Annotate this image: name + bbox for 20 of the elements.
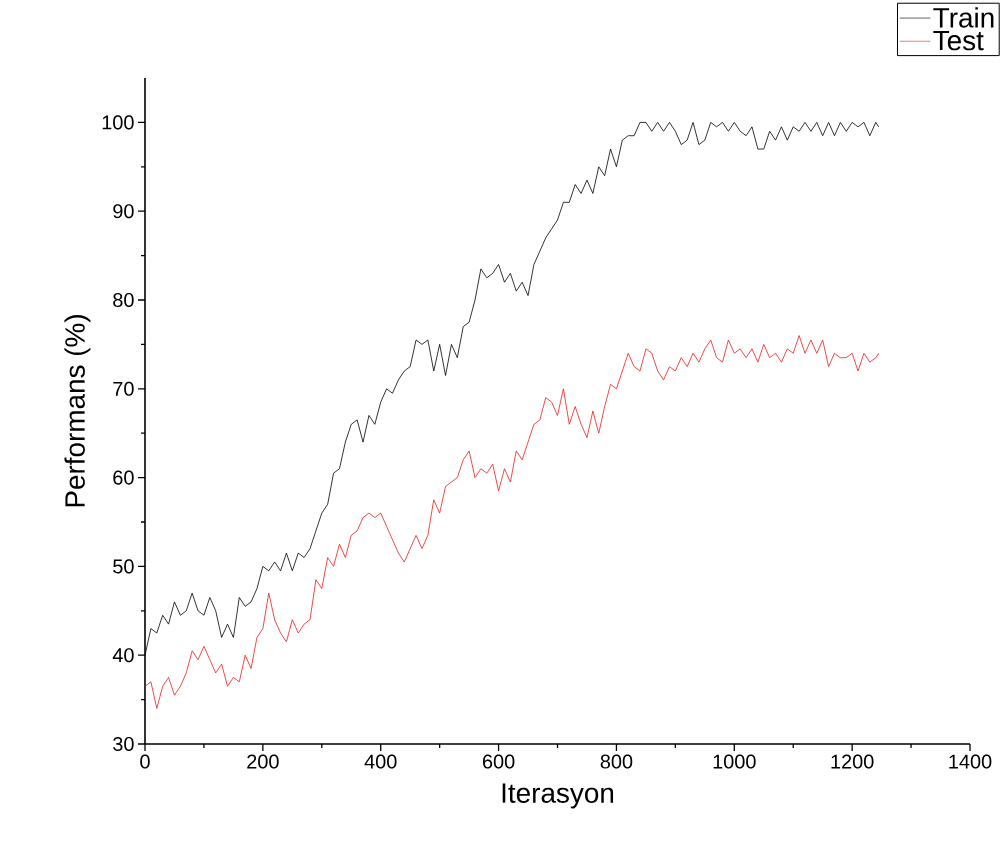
legend-label: Train	[933, 7, 994, 28]
x-axis-title: Iterasyon	[502, 783, 614, 809]
y-tick-label: 50	[113, 559, 134, 574]
y-tick-label: 100	[102, 115, 134, 130]
y-axis-title: Performans (%)	[64, 315, 91, 507]
x-tick-label: 1000	[713, 754, 756, 769]
x-tick-label: 1400	[949, 754, 992, 769]
x-tick-label: 0	[140, 754, 150, 769]
x-tick-label: 1200	[831, 754, 874, 769]
y-tick-label: 60	[113, 470, 134, 485]
y-tick-label: 80	[113, 292, 134, 308]
legend-label: Test	[933, 30, 984, 51]
x-tick-label: 400	[364, 754, 397, 769]
x-tick-label: 200	[247, 754, 279, 769]
x-tick-label: 600	[482, 754, 515, 769]
y-tick-label: 30	[113, 736, 134, 752]
y-tick-label: 40	[112, 648, 134, 663]
y-tick-label: 70	[113, 381, 134, 396]
y-tick-label: 90	[113, 204, 134, 219]
x-tick-label: 800	[600, 754, 633, 769]
